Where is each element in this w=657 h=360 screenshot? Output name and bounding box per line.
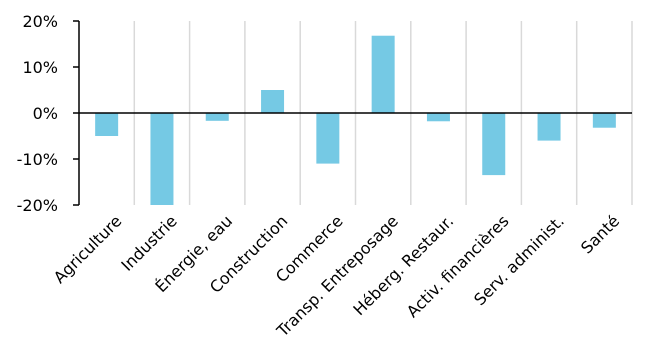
bar-2 xyxy=(205,113,229,121)
bar-7 xyxy=(482,113,506,176)
bar-4 xyxy=(316,113,340,164)
axis-layer xyxy=(73,20,632,206)
y-tick-label: -10% xyxy=(17,150,58,169)
y-tick-label: -20% xyxy=(17,196,58,215)
bar-9 xyxy=(592,113,616,128)
label-layer: 20%10%0%-10%-20%AgricultureIndustrieÉner… xyxy=(17,12,624,341)
y-tick-label: 10% xyxy=(22,58,58,77)
category-label: Santé xyxy=(577,211,623,257)
bar-8 xyxy=(537,113,561,141)
bar-0 xyxy=(95,113,119,136)
category-label: Héberg. Restaur. xyxy=(349,211,457,319)
bar-6 xyxy=(426,113,450,122)
bar-3 xyxy=(261,90,285,113)
y-tick-label: 20% xyxy=(22,12,58,31)
bar-1 xyxy=(150,113,174,205)
category-label: Activ. financières xyxy=(403,211,513,321)
y-tick-label: 0% xyxy=(33,104,58,123)
category-label: Agriculture xyxy=(50,211,126,287)
bars-layer xyxy=(95,35,616,205)
bar-5 xyxy=(371,35,395,113)
